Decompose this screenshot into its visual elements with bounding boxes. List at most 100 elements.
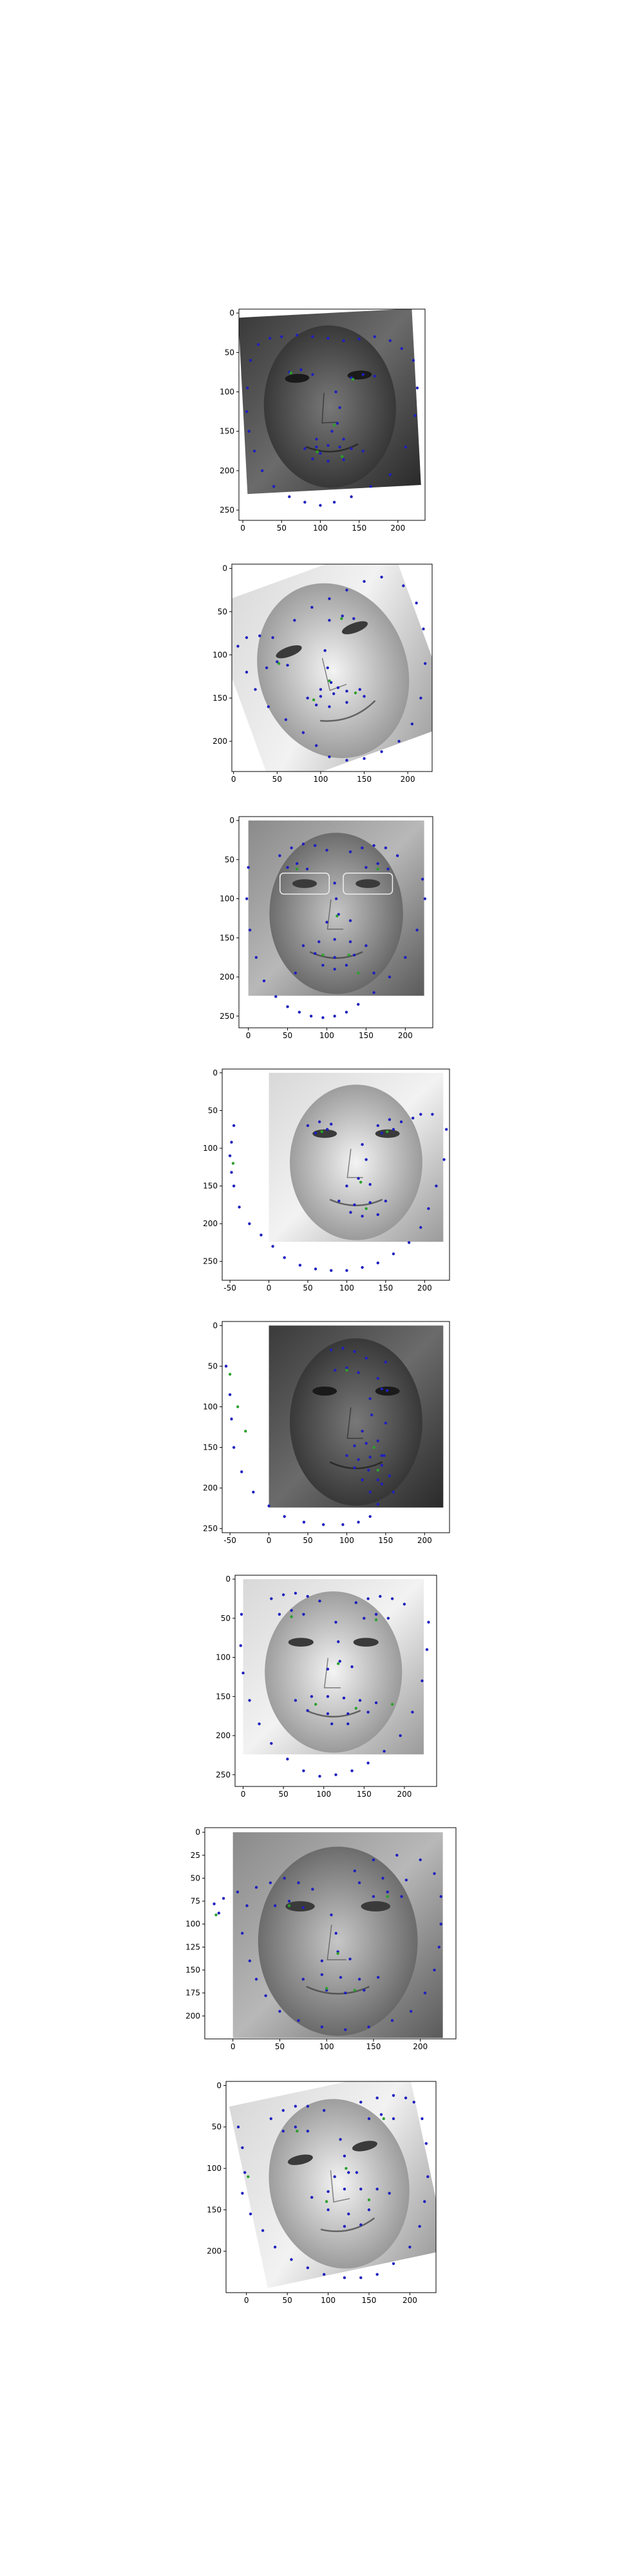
keypoint-s1-7 [269, 1881, 272, 1884]
face-photo [269, 1072, 444, 1242]
y-tick-label: 100 [207, 2164, 222, 2173]
keypoint-s2-2 [287, 1904, 291, 1908]
y-tick-label: 100 [203, 1402, 218, 1411]
keypoint-s1-39 [357, 1177, 360, 1180]
keypoint-s1-29 [399, 1120, 403, 1124]
keypoint-s1-50 [367, 2208, 371, 2211]
keypoint-s1-12 [366, 1761, 370, 1765]
y-tick-label: 50 [221, 1614, 231, 1623]
keypoint-s1-14 [399, 1734, 402, 1738]
keypoint-s1-30 [286, 663, 289, 667]
keypoint-s1-14 [264, 1994, 267, 1998]
keypoint-s1-42 [345, 690, 348, 693]
keypoint-s1-5 [249, 2212, 252, 2216]
keypoint-s1-3 [228, 1154, 232, 1157]
keypoint-s1-13 [330, 1269, 333, 1272]
y-tick-label: 50 [225, 855, 234, 864]
axes-frame [225, 2081, 437, 2293]
keypoint-s1-23 [444, 1128, 448, 1131]
keypoint-s1-41 [342, 437, 345, 441]
keypoint-s1-43 [315, 445, 318, 449]
keypoint-s1-1 [236, 2125, 240, 2128]
keypoint-s1-21 [328, 755, 331, 759]
keypoint-s2-4 [321, 953, 325, 957]
keypoint-s1-19 [367, 2025, 370, 2029]
keypoint-s1-48 [376, 1213, 379, 1217]
keypoint-s1-33 [365, 866, 368, 869]
keypoint-s1-30 [286, 866, 289, 869]
keypoint-s1-6 [254, 1886, 258, 1889]
keypoint-s1-15 [361, 1265, 364, 1269]
keypoint-s1-45 [338, 445, 341, 449]
keypoint-s1-40 [319, 695, 323, 698]
keypoint-s1-20 [390, 2019, 394, 2022]
keypoint-s1-6 [261, 2229, 265, 2232]
keypoint-s1-38 [365, 1158, 368, 1161]
keypoint-s1-2 [228, 1393, 232, 1396]
face-photo [232, 564, 432, 772]
axes-frame [204, 1827, 457, 2040]
keypoint-s1-39 [330, 430, 334, 433]
keypoint-s1-1 [232, 1124, 236, 1128]
keypoint-s2-5 [325, 2200, 328, 2203]
y-tick-label: 200 [213, 737, 227, 746]
axes-frame [222, 1068, 450, 1281]
keypoint-s1-10 [380, 575, 383, 579]
keypoint-s1-17 [415, 928, 419, 932]
y-tick-label: 200 [203, 1219, 218, 1228]
chart-panel-7: 0 50 100 150 200 0 25 50 75 100 125 150 175 200 [185, 1827, 457, 2051]
keypoint-s2-6 [357, 971, 360, 975]
y-tick-label: 150 [185, 1965, 200, 1975]
keypoint-s1-19 [421, 877, 424, 881]
keypoint-s1-43 [342, 1696, 346, 1700]
y-tick-label: 100 [203, 1144, 218, 1153]
x-tick-label: 150 [352, 524, 366, 533]
keypoint-s1-49 [366, 1710, 370, 1714]
keypoint-s1-23 [433, 1968, 436, 1972]
keypoint-s1-10 [283, 1256, 286, 1260]
keypoint-s1-12 [248, 1959, 252, 1962]
keypoint-s1-51 [343, 2224, 346, 2228]
keypoint-s1-28 [380, 1387, 384, 1390]
keypoint-s2-4 [312, 698, 316, 701]
y-tick-label: 0 [213, 1068, 218, 1077]
keypoint-s1-26 [252, 450, 256, 453]
y-tick-label: 150 [220, 933, 234, 942]
keypoint-s1-41 [380, 1464, 384, 1467]
x-tick-label: 0 [267, 1283, 272, 1293]
y-tick-label: 25 [191, 1851, 200, 1860]
keypoint-s1-31 [299, 368, 303, 372]
keypoint-s1-12 [359, 2276, 363, 2280]
x-tick-label: 100 [319, 2042, 334, 2051]
x-tick-label: 200 [413, 2042, 428, 2051]
keypoint-s1-36 [392, 1128, 395, 1131]
keypoint-s1-42 [334, 1931, 337, 1935]
keypoint-s1-19 [424, 2142, 428, 2145]
keypoint-s1-26 [361, 846, 364, 849]
keypoint-s1-35 [380, 1132, 384, 1135]
keypoint-s1-32 [305, 867, 309, 871]
keypoint-s1-44 [343, 2188, 346, 2191]
keypoint-s1-11 [402, 584, 405, 587]
keypoint-s1-33 [365, 1442, 368, 1445]
x-tick-label: 200 [417, 1536, 432, 1545]
chart-panel-5: -50 0 50 100 150 200 0 50 100 150 200 250 [203, 1321, 450, 1545]
keypoint-s1-25 [345, 1366, 348, 1370]
keypoint-s2-1 [214, 1913, 218, 1917]
keypoint-s1-50 [321, 963, 325, 967]
keypoint-s1-7 [328, 597, 331, 600]
keypoint-s1-45 [348, 1957, 352, 1961]
keypoint-s1-16 [404, 956, 407, 959]
keypoint-s1-21 [341, 1347, 345, 1350]
keypoint-s1-41 [301, 944, 305, 947]
keypoint-s1-28 [419, 1858, 422, 1862]
keypoint-s1-4 [232, 1446, 236, 1449]
x-tick-label: 200 [390, 524, 405, 533]
keypoint-s1-1 [224, 1365, 228, 1368]
keypoint-s1-9 [357, 337, 361, 341]
keypoint-s1-12 [400, 346, 404, 350]
keypoint-s1-40 [367, 1468, 370, 1472]
x-tick-label: 200 [401, 775, 415, 784]
keypoint-s1-31 [328, 619, 331, 622]
x-tick-label: 50 [303, 1283, 312, 1293]
